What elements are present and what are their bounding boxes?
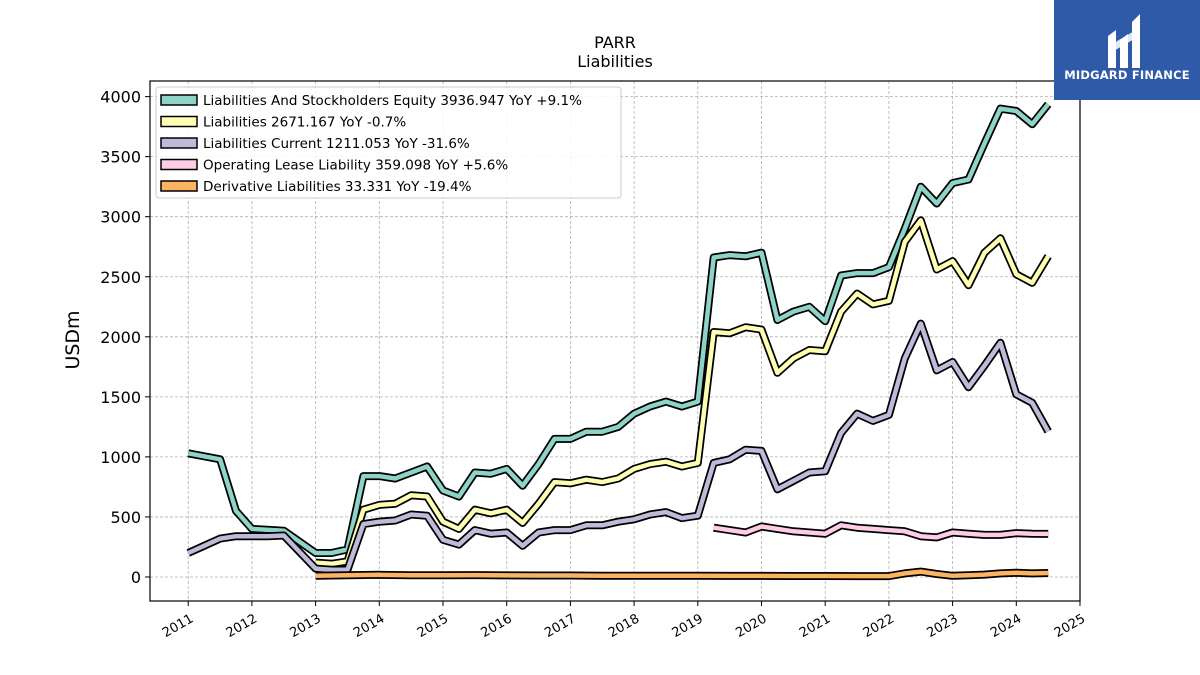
series-line [187, 321, 1051, 573]
y-tick-label: 500 [110, 508, 141, 527]
series-line [187, 102, 1050, 556]
legend-entry: Liabilities And Stockholders Equity 3936… [203, 93, 582, 109]
legend-swatch [160, 180, 198, 192]
legend-swatch [160, 158, 198, 171]
brand-mark-icon [1108, 14, 1140, 68]
legend-entry: Derivative Liabilities 33.331 YoY -19.4% [203, 179, 472, 195]
chart-title: PARR [594, 33, 636, 52]
legend-entry: Liabilities Current 1211.053 YoY -31.6% [203, 136, 470, 152]
y-tick-label: 2500 [100, 268, 141, 287]
y-tick-label: 3500 [100, 148, 141, 167]
legend-entry: Liabilities 2671.167 YoY -0.7% [203, 115, 406, 131]
y-tick-label: 1500 [100, 388, 141, 407]
y-tick-label: 1000 [100, 448, 141, 467]
legend-swatch [160, 137, 198, 149]
y-tick-label: 0 [131, 568, 141, 587]
series-line [713, 523, 1049, 540]
y-tick-label: 2000 [100, 328, 141, 347]
y-tick-label: 3000 [100, 208, 141, 227]
brand-name: MIDGARD FINANCE [1064, 68, 1190, 82]
legend: Liabilities And Stockholders Equity 3936… [155, 86, 622, 199]
legend-entry: Operating Lease Liability 359.098 YoY +5… [203, 158, 508, 174]
y-tick-label: 4000 [100, 88, 141, 107]
plot-frame [149, 80, 1081, 602]
series-line [315, 218, 1051, 567]
y-axis-label: USDm [62, 310, 84, 369]
legend-box [155, 86, 622, 199]
legend-swatch [160, 115, 198, 128]
legend-swatch [160, 94, 198, 106]
chart-subtitle: Liabilities [577, 52, 653, 71]
brand-logo: MIDGARD FINANCE [1054, 0, 1200, 100]
series-lines [186, 101, 1052, 581]
series-line [315, 569, 1049, 579]
